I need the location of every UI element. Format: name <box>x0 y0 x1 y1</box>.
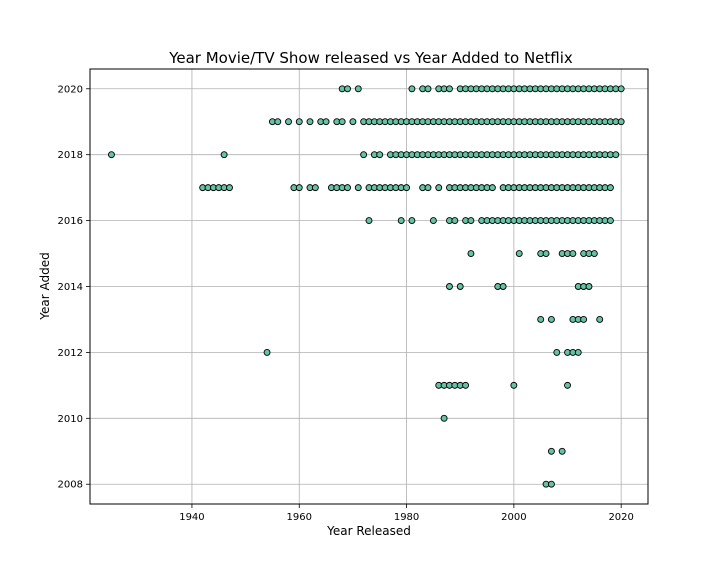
data-point <box>263 348 271 356</box>
data-point <box>569 250 577 257</box>
data-point <box>344 184 351 192</box>
data-point <box>612 151 620 159</box>
data-point <box>274 118 282 126</box>
data-point <box>403 184 411 192</box>
data-point <box>537 316 545 323</box>
data-point <box>606 217 614 225</box>
data-point <box>408 85 416 93</box>
data-point <box>424 184 432 192</box>
data-point <box>295 118 303 126</box>
data-point <box>285 118 292 126</box>
data-point <box>354 85 362 93</box>
data-point <box>488 184 496 192</box>
y-tick-label: 2010 <box>58 414 83 425</box>
data-point <box>311 184 319 192</box>
data-point <box>424 85 432 93</box>
data-point <box>397 217 405 225</box>
y-tick-label: 2008 <box>58 480 83 491</box>
data-point <box>606 184 614 192</box>
x-tick-label: 1960 <box>287 512 312 523</box>
y-tick-label: 2012 <box>58 348 83 359</box>
data-point <box>553 348 561 356</box>
chart-title: Year Movie/TV Show released vs Year Adde… <box>168 49 573 67</box>
data-point <box>365 217 373 225</box>
data-point <box>376 151 384 159</box>
data-point <box>322 118 330 126</box>
data-point <box>590 250 598 257</box>
data-point <box>354 184 362 192</box>
data-point <box>574 348 582 356</box>
data-point <box>542 250 550 257</box>
data-point <box>306 118 314 126</box>
data-point <box>617 118 625 126</box>
x-tick-label: 2000 <box>501 512 526 523</box>
data-point <box>451 217 459 225</box>
y-tick-label: 2018 <box>58 150 83 161</box>
data-point <box>220 151 228 159</box>
data-point <box>547 480 555 488</box>
data-point <box>499 283 507 290</box>
x-axis-ticks: 1940 1960 1980 2000 2020 <box>179 504 634 523</box>
data-point <box>226 184 233 192</box>
data-point <box>456 283 464 290</box>
data-point <box>295 184 303 192</box>
y-tick-label: 2014 <box>58 282 83 293</box>
data-point <box>580 316 588 323</box>
data-point <box>408 217 416 225</box>
data-point <box>596 316 604 323</box>
data-point <box>440 414 448 422</box>
x-tick-label: 1940 <box>179 512 204 523</box>
data-point <box>558 447 566 455</box>
data-point <box>344 85 351 93</box>
data-point <box>585 283 593 290</box>
y-axis-label: Year Added <box>38 252 52 320</box>
data-point <box>564 381 571 389</box>
data-point <box>462 381 470 389</box>
y-tick-label: 2020 <box>58 84 83 95</box>
y-axis-ticks: 2008 2010 2012 2014 2016 2018 2020 <box>58 84 90 491</box>
x-axis-label: Year Released <box>326 524 411 538</box>
x-tick-label: 1980 <box>394 512 419 523</box>
data-point <box>446 85 453 93</box>
data-point <box>349 118 357 126</box>
x-tick-label: 2020 <box>608 512 633 523</box>
data-point <box>429 217 437 225</box>
data-point <box>547 447 555 455</box>
data-point <box>547 316 555 323</box>
data-points <box>108 85 625 488</box>
y-tick-label: 2016 <box>58 216 83 227</box>
data-point <box>360 151 368 159</box>
data-point <box>467 217 475 225</box>
data-point <box>338 118 346 126</box>
data-point <box>510 381 518 389</box>
data-point <box>515 250 523 257</box>
data-point <box>467 250 475 257</box>
data-point <box>435 184 443 192</box>
data-point <box>617 85 625 93</box>
data-point <box>446 283 453 290</box>
data-point <box>108 151 115 159</box>
